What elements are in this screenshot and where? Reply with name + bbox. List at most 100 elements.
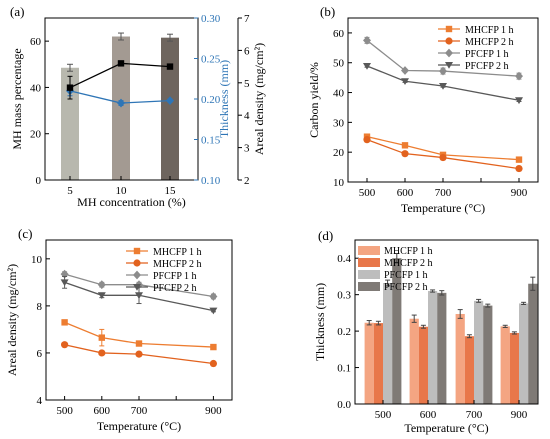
legend-label: MHCFP 1 h — [384, 246, 433, 257]
data-point — [98, 334, 105, 341]
series-line-2 — [64, 273, 214, 298]
y-tick-label: 60 — [333, 28, 345, 40]
x-tick-label: 900 — [205, 405, 222, 417]
y3-axis-label: Areal density (mg/cm²) — [252, 43, 266, 155]
areal-point — [117, 60, 125, 67]
y-tick-label: 20 — [333, 147, 345, 159]
y-axis-label: Carbon yield/% — [307, 62, 321, 138]
data-point — [439, 153, 447, 162]
y2-tick-label: 0.30 — [201, 13, 221, 25]
data-point — [363, 63, 371, 70]
x-tick-label: 600 — [420, 409, 437, 421]
y3-tick-label: 2 — [244, 175, 250, 187]
legend-label: PFCFP 2 h — [384, 282, 428, 293]
panel-label: (c) — [18, 226, 32, 241]
thickness-point — [117, 98, 125, 108]
data-point — [363, 35, 371, 45]
y3-tick-label: 6 — [244, 45, 250, 57]
data-point — [209, 292, 218, 301]
y3-tick-label: 5 — [244, 78, 250, 90]
data-point — [439, 66, 447, 76]
y-tick-label: 40 — [30, 82, 42, 94]
data-point — [97, 280, 106, 290]
bar-900 — [500, 326, 510, 404]
bar-700 — [464, 336, 474, 404]
legend-marker — [133, 270, 141, 280]
legend-swatch — [358, 246, 380, 255]
series-line-0 — [64, 321, 214, 348]
legend-label: MHCFP 2 h — [153, 259, 202, 270]
series-line-1 — [366, 139, 520, 170]
data-point — [135, 340, 143, 347]
data-point — [98, 349, 106, 357]
data-point — [60, 279, 69, 287]
legend-label: PFCFP 2 h — [153, 283, 197, 294]
y-tick-label: 8 — [37, 301, 43, 313]
y-tick-label: 50 — [333, 58, 345, 70]
y-tick-label: 10 — [31, 254, 43, 266]
bar-700 — [474, 300, 484, 404]
x-tick-label: 900 — [511, 409, 528, 421]
x-tick-label: 700 — [435, 187, 452, 199]
x-tick-label: 5 — [67, 185, 73, 197]
panel-label: (d) — [318, 228, 333, 243]
x-axis-label: Temperature (°C) — [404, 421, 488, 435]
data-point — [61, 341, 69, 349]
legend-label: MHCFP 2 h — [465, 37, 514, 48]
bar-600 — [437, 292, 447, 404]
x-tick-label: 10 — [116, 185, 128, 197]
y-axis-label: MH mass percentage — [10, 48, 24, 149]
legend-marker — [133, 247, 141, 255]
legend-label: PFCFP 1 h — [465, 49, 509, 60]
areal-point — [166, 63, 174, 70]
legend-label: PFCFP 2 h — [465, 61, 509, 72]
y-tick-label: 4 — [37, 395, 43, 407]
legend-marker — [445, 48, 453, 58]
x-tick-label: 500 — [359, 187, 376, 199]
series-line-1 — [64, 344, 214, 365]
data-point — [61, 319, 68, 326]
data-point — [515, 164, 523, 173]
x-axis-label: Temperature (°C) — [97, 419, 181, 433]
plot-frame — [354, 239, 539, 405]
bar-500 — [373, 323, 383, 404]
x-axis-label: MH concentration (%) — [77, 195, 186, 209]
data-point — [439, 82, 447, 90]
bar-700 — [455, 313, 465, 404]
series-line-0 — [366, 136, 520, 161]
x-tick-label: 700 — [466, 409, 483, 421]
y-tick-label: 10 — [333, 177, 345, 189]
x-tick-label: 500 — [375, 409, 392, 421]
data-point — [515, 71, 523, 81]
y-axis-label: Thickness (mm) — [313, 283, 327, 361]
y-tick-label: 40 — [333, 88, 345, 100]
y-tick-label: 60 — [30, 36, 42, 48]
bar-5 — [61, 67, 79, 180]
x-axis-label: Temperature (°C) — [401, 201, 485, 215]
data-point — [363, 136, 371, 144]
legend-marker — [445, 25, 453, 33]
data-point — [401, 142, 409, 149]
thickness-point — [166, 96, 174, 106]
y-tick-label: 0.1 — [337, 363, 351, 375]
data-point — [135, 350, 143, 358]
y3-tick-label: 3 — [244, 143, 250, 155]
y-tick-label: 20 — [30, 129, 42, 141]
legend-marker — [133, 284, 141, 291]
y-tick-label: 0.2 — [337, 326, 351, 338]
x-tick-label: 600 — [94, 405, 111, 417]
data-point — [401, 66, 409, 75]
y2-tick-label: 0.10 — [201, 175, 221, 187]
panel-label: (a) — [10, 4, 24, 19]
bar-600 — [418, 326, 428, 404]
panel-label: (b) — [320, 4, 335, 19]
legend-label: MHCFP 1 h — [153, 247, 202, 258]
panel-d: 0.0 0.1 0.2 0.3 0.4 500 600 700 900 MHCFP 1 hMHCF… — [313, 228, 539, 435]
legend-label: PFCFP 1 h — [153, 271, 197, 282]
data-point — [515, 97, 523, 105]
x-tick-label: 500 — [56, 405, 73, 417]
legend-marker — [133, 259, 141, 267]
y-tick-label: 6 — [37, 348, 43, 360]
